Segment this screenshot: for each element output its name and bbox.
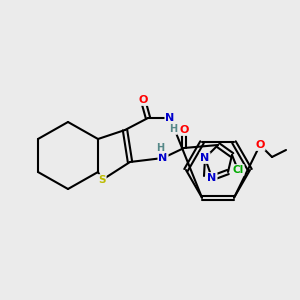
Text: O: O — [255, 140, 265, 150]
Text: N: N — [158, 153, 168, 163]
Text: Cl: Cl — [232, 165, 244, 175]
Text: O: O — [179, 125, 189, 135]
Text: H: H — [156, 143, 164, 153]
Text: N: N — [165, 113, 175, 123]
Text: S: S — [98, 175, 106, 185]
Text: O: O — [138, 95, 148, 105]
Text: H: H — [169, 124, 177, 134]
Text: N: N — [200, 153, 210, 163]
Text: N: N — [207, 173, 217, 183]
